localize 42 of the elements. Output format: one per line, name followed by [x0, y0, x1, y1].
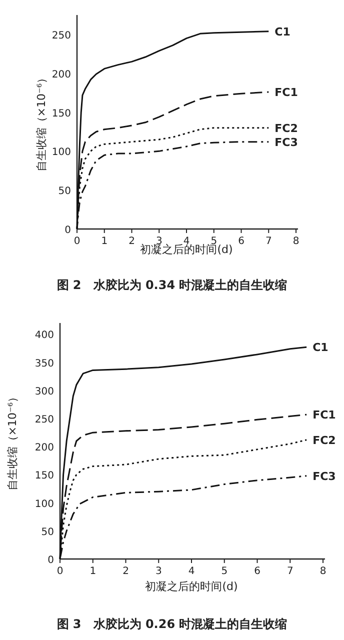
series-label: FC1: [312, 408, 336, 422]
x-tick-label: 6: [238, 236, 244, 247]
x-tick-label: 2: [122, 566, 129, 577]
series-label: FC3: [312, 470, 336, 483]
x-tick-label: 8: [320, 566, 326, 577]
y-tick-label: 400: [34, 330, 54, 342]
y-tick-label: 250: [52, 30, 71, 42]
series-label: FC1: [274, 86, 298, 100]
y-tick-label: 100: [52, 147, 71, 158]
series-label: FC3: [274, 136, 298, 149]
text: 图 3 水胶比为 0.26 时混凝土的自生收缩: [56, 617, 288, 631]
x-tick-label: 7: [286, 566, 294, 577]
x-tick-label: 7: [265, 236, 272, 247]
y-tick-label: 50: [58, 186, 71, 198]
series-label: FC2: [274, 122, 298, 135]
x-tick-label: 1: [90, 566, 96, 577]
x-tick-label: 4: [188, 566, 195, 577]
y-tick-label: 250: [34, 414, 54, 426]
y-axis-title: 自生收缩（×10⁻⁶）: [6, 391, 19, 491]
y-tick-label: 150: [34, 470, 54, 482]
y-tick-label: 350: [34, 358, 54, 370]
y-tick-label: 0: [64, 225, 71, 236]
series-label: C1: [312, 341, 328, 354]
series-label: C1: [274, 25, 290, 38]
y-tick-label: 200: [52, 69, 71, 80]
x-tick-label: 2: [128, 236, 135, 247]
x-tick-label: 0: [74, 236, 80, 247]
text: 图 2 水胶比为 0.34 时混凝土的自生收缩: [56, 278, 288, 292]
x-tick-label: 6: [254, 566, 260, 577]
x-tick-label: 8: [292, 236, 300, 247]
x-tick-label: 3: [155, 566, 162, 577]
y-tick-label: 150: [52, 108, 71, 120]
y-tick-label: 200: [34, 442, 54, 454]
y-axis-title: 自生收缩（×10⁻⁶）: [35, 72, 48, 172]
y-tick-label: 0: [48, 555, 54, 566]
x-tick-label: 1: [101, 236, 108, 247]
series-label: FC2: [312, 434, 336, 447]
y-tick-label: 50: [41, 526, 54, 538]
x-tick-label: 5: [221, 566, 228, 577]
y-tick-label: 100: [34, 498, 54, 510]
y-tick-label: 300: [34, 386, 54, 398]
x-axis-title: 初凝之后的时间(d): [145, 580, 238, 593]
